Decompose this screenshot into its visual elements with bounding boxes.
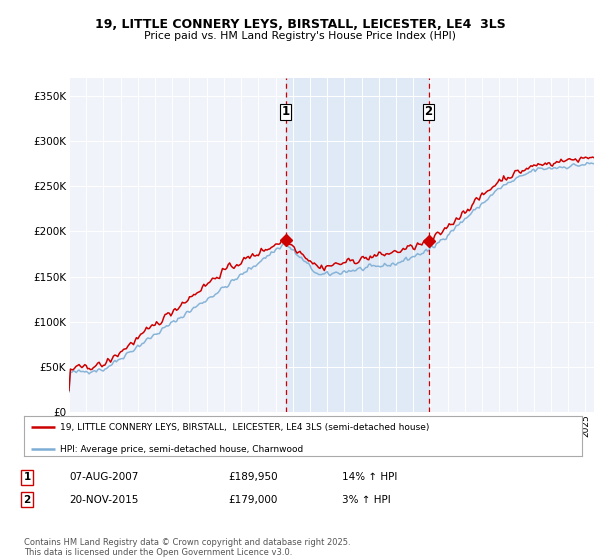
Bar bbox=[286, 78, 428, 412]
Text: 2: 2 bbox=[425, 105, 433, 118]
Text: Contains HM Land Registry data © Crown copyright and database right 2025.
This d: Contains HM Land Registry data © Crown c… bbox=[24, 538, 350, 557]
Text: £189,950: £189,950 bbox=[228, 472, 278, 482]
Text: 14% ↑ HPI: 14% ↑ HPI bbox=[342, 472, 397, 482]
Text: 20-NOV-2015: 20-NOV-2015 bbox=[69, 494, 139, 505]
Text: Price paid vs. HM Land Registry's House Price Index (HPI): Price paid vs. HM Land Registry's House … bbox=[144, 31, 456, 41]
Text: 1: 1 bbox=[281, 105, 290, 118]
Text: 1: 1 bbox=[23, 472, 31, 482]
Text: HPI: Average price, semi-detached house, Charnwood: HPI: Average price, semi-detached house,… bbox=[60, 445, 304, 454]
Text: 07-AUG-2007: 07-AUG-2007 bbox=[69, 472, 139, 482]
Text: 19, LITTLE CONNERY LEYS, BIRSTALL, LEICESTER, LE4  3LS: 19, LITTLE CONNERY LEYS, BIRSTALL, LEICE… bbox=[95, 18, 505, 31]
Text: 3% ↑ HPI: 3% ↑ HPI bbox=[342, 494, 391, 505]
Text: £179,000: £179,000 bbox=[228, 494, 277, 505]
Text: 19, LITTLE CONNERY LEYS, BIRSTALL,  LEICESTER, LE4 3LS (semi-detached house): 19, LITTLE CONNERY LEYS, BIRSTALL, LEICE… bbox=[60, 423, 430, 432]
Text: 2: 2 bbox=[23, 494, 31, 505]
